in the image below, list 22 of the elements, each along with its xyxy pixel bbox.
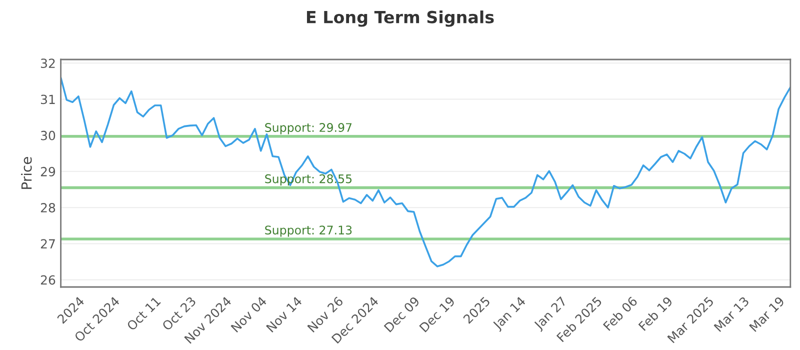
- y-tick-label: 30: [40, 130, 56, 140]
- x-tick-label: Dec 09: [384, 296, 420, 332]
- x-tick-label: Feb 06: [602, 296, 638, 332]
- y-tick-label: 31: [40, 94, 55, 104]
- x-tick-label: Nov 14: [266, 296, 302, 333]
- x-tick-label: Oct 11: [126, 296, 161, 332]
- y-tick-label: 32: [40, 58, 55, 68]
- y-tick-label: 28: [40, 203, 56, 212]
- ref-line-label: Support: 29.97: [265, 123, 352, 134]
- y-tick-label: 27: [40, 239, 55, 248]
- ref-line-label: Support: 27.13: [265, 226, 352, 237]
- x-tick-label: Dec 19: [419, 296, 456, 332]
- chart-title: E Long Term Signals: [306, 10, 494, 27]
- line-series: [60, 76, 790, 268]
- y-tick-label: 26: [40, 275, 56, 285]
- x-tick-label: Mar 13: [714, 296, 750, 332]
- x-tick-label: Feb 19: [638, 296, 674, 332]
- y-tick-label: 29: [40, 166, 56, 176]
- y-axis-title: Price: [21, 157, 32, 189]
- x-tick-label: Jan 14: [492, 296, 528, 332]
- x-tick-label: Nov 04: [230, 296, 268, 333]
- x-tick-label: Mar 19: [748, 296, 785, 332]
